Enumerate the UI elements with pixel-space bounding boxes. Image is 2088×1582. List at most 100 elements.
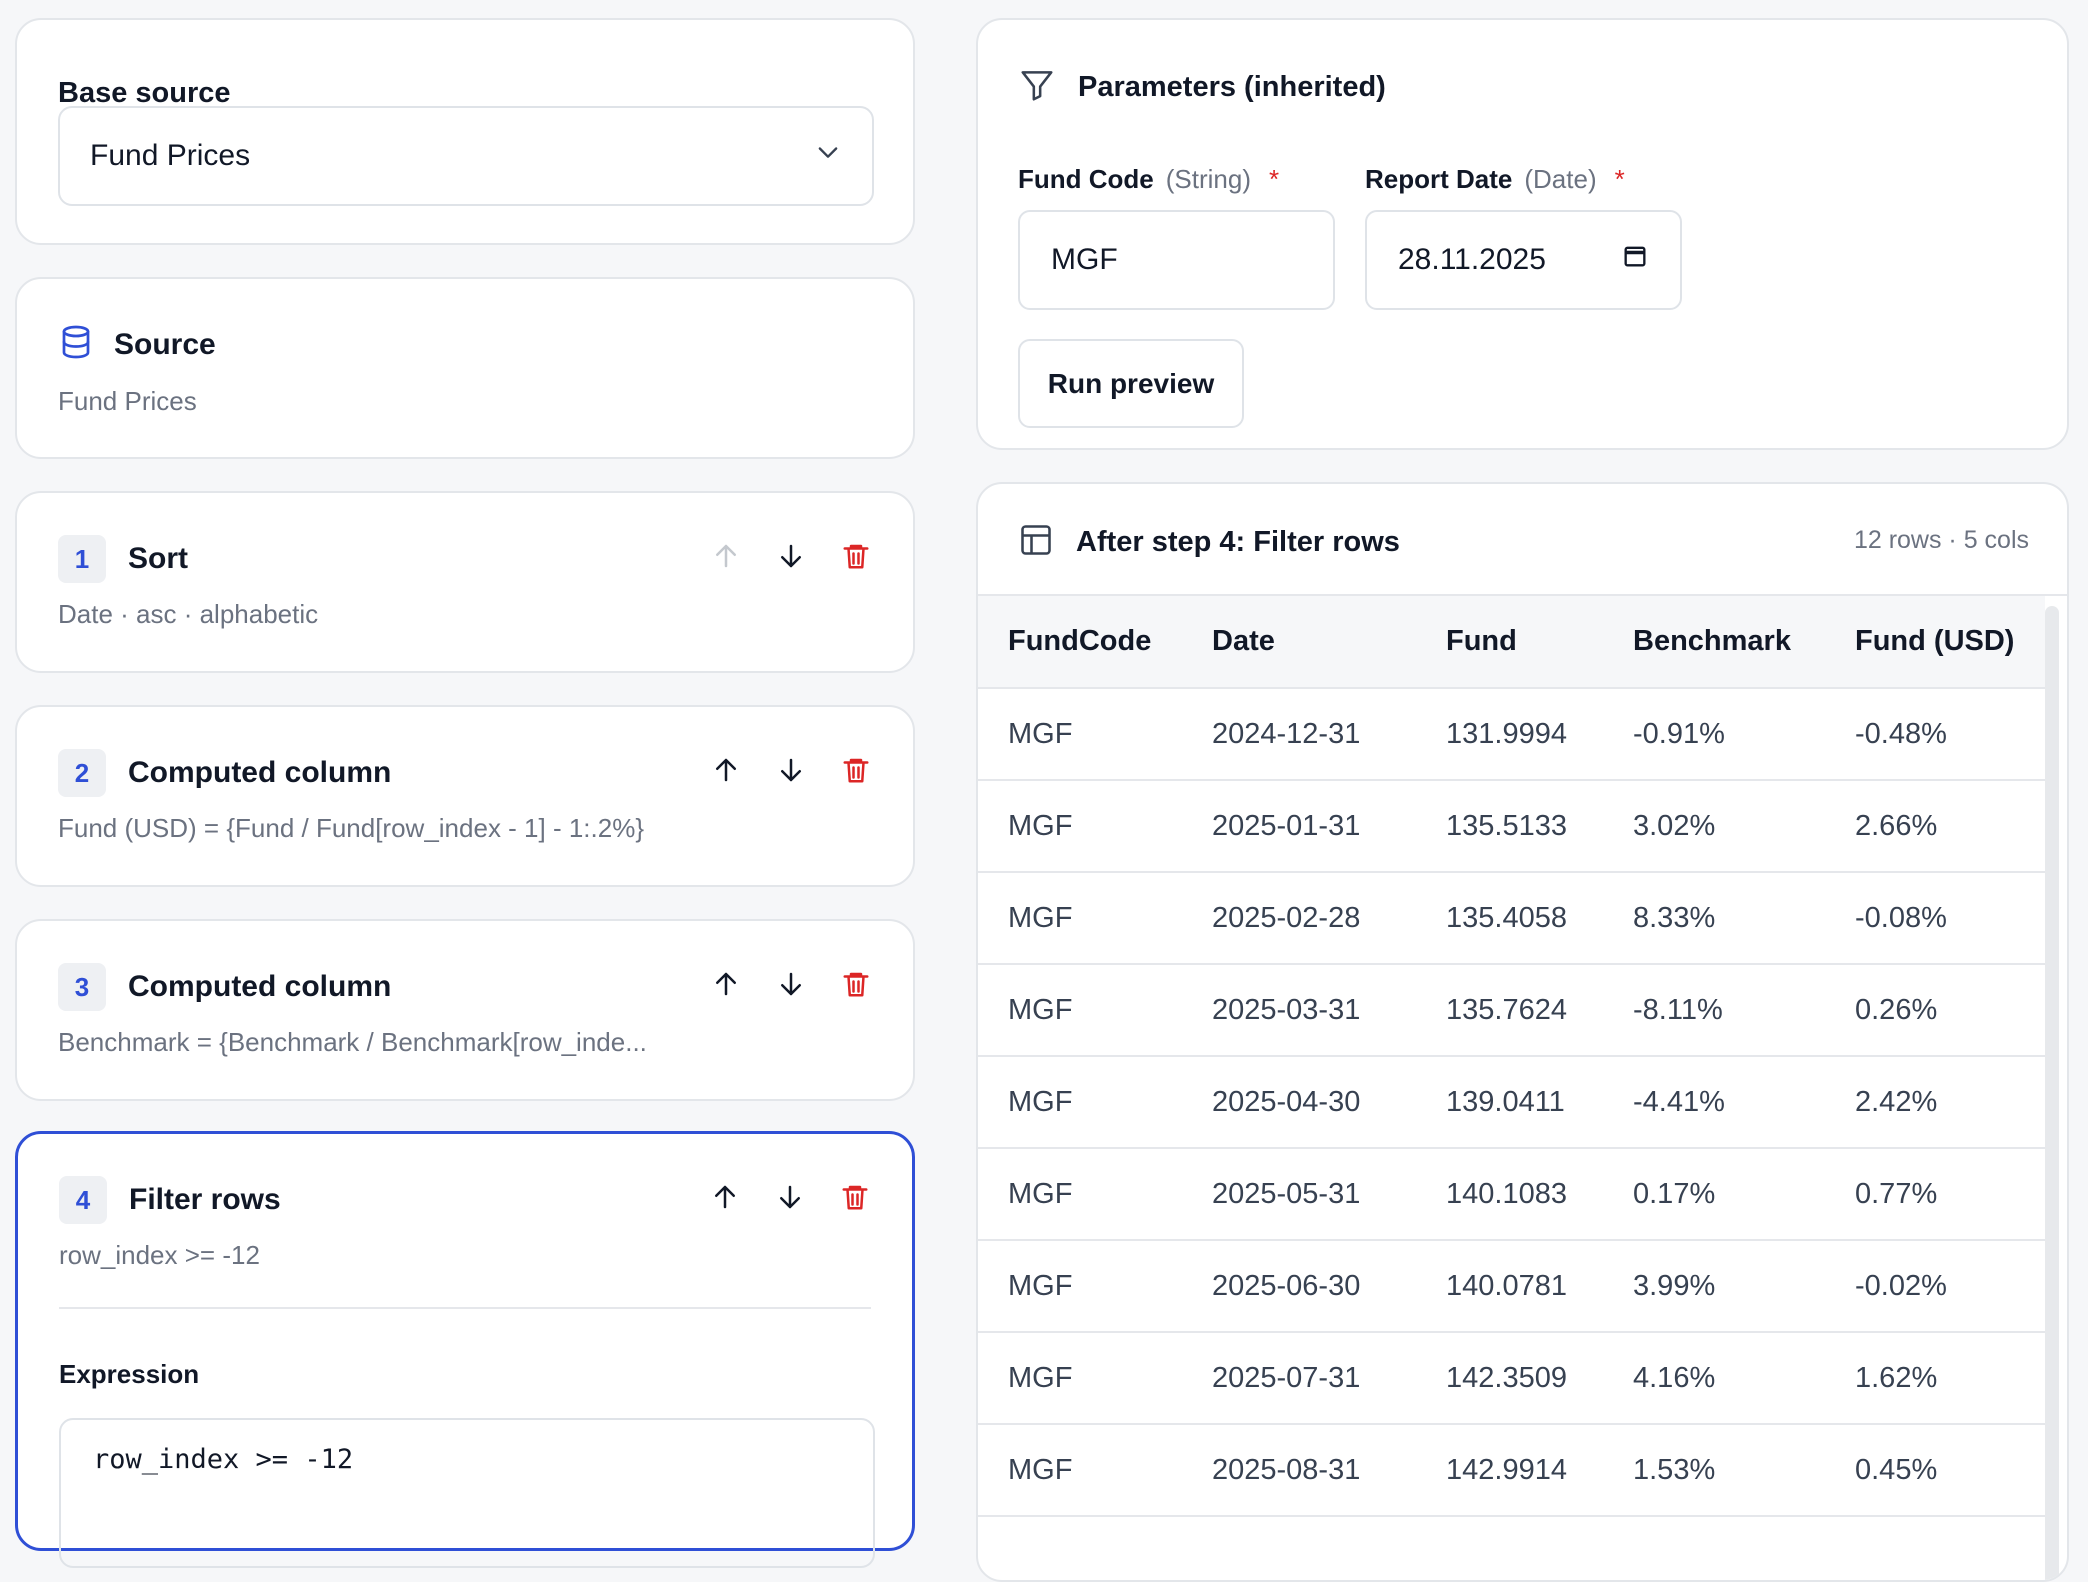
base-source-value: Fund Prices — [90, 139, 251, 172]
trash-icon[interactable] — [838, 1180, 872, 1214]
database-icon — [58, 323, 94, 366]
expression-editor[interactable]: row_index >= -12 — [59, 1418, 875, 1568]
table-cell: 0.17% — [1603, 1148, 1825, 1241]
table-cell: MGF — [978, 688, 1182, 781]
fund-code-input[interactable]: MGF — [1018, 210, 1335, 310]
table-cell: 135.4058 — [1416, 872, 1603, 965]
divider — [59, 1307, 871, 1309]
table-row: MGF 2024-12-31 131.9994 -0.91% -0.48% — [978, 688, 2045, 781]
table-scrollbar[interactable] — [2045, 606, 2059, 1580]
table-cell: 3.02% — [1603, 780, 1825, 873]
table-cell: 0.26% — [1825, 964, 2045, 1057]
move-up-icon[interactable] — [709, 753, 743, 787]
table-cell: -0.48% — [1825, 688, 2045, 781]
table-cell: -0.91% — [1603, 688, 1825, 781]
step-detail: Fund (USD) = {Fund / Fund[row_index - 1]… — [58, 813, 645, 843]
move-up-icon[interactable] — [709, 967, 743, 1001]
table-cell: MGF — [978, 1148, 1182, 1241]
move-up-icon — [709, 539, 743, 573]
table-row: MGF 2025-02-28 135.4058 8.33% -0.08% — [978, 872, 2045, 965]
column-header[interactable]: Date — [1182, 596, 1416, 689]
trash-icon[interactable] — [839, 967, 873, 1001]
table-cell: 131.9994 — [1416, 688, 1603, 781]
filter-icon — [1018, 66, 1056, 109]
table-cell: -0.08% — [1825, 872, 2045, 965]
trash-icon[interactable] — [839, 539, 873, 573]
expression-label: Expression — [59, 1359, 200, 1389]
table-cell: 135.5133 — [1416, 780, 1603, 873]
base-source-card: Base source Fund Prices — [15, 18, 915, 245]
column-header[interactable]: FundCode — [978, 596, 1182, 689]
table-cell: 2025-07-31 — [1182, 1332, 1416, 1425]
table-row: MGF 2025-08-31 142.9914 1.53% 0.45% — [978, 1424, 2045, 1517]
column-header[interactable]: Fund — [1416, 596, 1603, 689]
preview-table: FundCode Date Fund Benchmark Fund (USD) … — [978, 596, 2045, 1517]
table-cell: MGF — [978, 964, 1182, 1057]
table-icon — [1018, 522, 1054, 563]
preview-title: After step 4: Filter rows — [1076, 526, 1400, 558]
table-cell: MGF — [978, 872, 1182, 965]
move-down-icon[interactable] — [774, 539, 808, 573]
table-cell: -0.02% — [1825, 1240, 2045, 1333]
table-cell: MGF — [978, 1240, 1182, 1333]
table-cell: 2025-05-31 — [1182, 1148, 1416, 1241]
move-up-icon[interactable] — [708, 1180, 742, 1214]
table-cell: 2025-06-30 — [1182, 1240, 1416, 1333]
step-card-computed-fund[interactable]: 2 Computed column Fund (USD) = {Fund / F… — [15, 705, 915, 887]
move-down-icon[interactable] — [774, 967, 808, 1001]
table-cell: -8.11% — [1603, 964, 1825, 1057]
column-header[interactable]: Fund (USD) — [1825, 596, 2045, 689]
parameters-title: Parameters (inherited) — [1078, 71, 1386, 103]
table-cell: 2024-12-31 — [1182, 688, 1416, 781]
report-date-input[interactable]: 28.11.2025 — [1365, 210, 1682, 310]
move-down-icon[interactable] — [774, 753, 808, 787]
step-card-computed-benchmark[interactable]: 3 Computed column Benchmark = {Benchmark… — [15, 919, 915, 1101]
table-cell: 1.53% — [1603, 1424, 1825, 1517]
table-cell: 2.66% — [1825, 780, 2045, 873]
table-cell: -4.41% — [1603, 1056, 1825, 1149]
table-cell: 142.9914 — [1416, 1424, 1603, 1517]
table-cell: 2025-08-31 — [1182, 1424, 1416, 1517]
step-title: Filter rows — [129, 1183, 281, 1216]
table-cell: 140.0781 — [1416, 1240, 1603, 1333]
step-detail: row_index >= -12 — [59, 1240, 260, 1270]
table-cell: 4.16% — [1603, 1332, 1825, 1425]
trash-icon[interactable] — [839, 753, 873, 787]
base-source-select[interactable]: Fund Prices — [58, 106, 874, 206]
table-cell: 2025-03-31 — [1182, 964, 1416, 1057]
preview-table-card: After step 4: Filter rows 12 rows · 5 co… — [976, 482, 2069, 1582]
step-number: 3 — [58, 963, 106, 1011]
table-cell: 135.7624 — [1416, 964, 1603, 1057]
preview-meta: 12 rows · 5 cols — [1853, 526, 2029, 554]
step-number: 2 — [58, 749, 106, 797]
table-cell: 142.3509 — [1416, 1332, 1603, 1425]
table-cell: 2.42% — [1825, 1056, 2045, 1149]
fund-code-label: Fund Code (String) * — [1018, 164, 1280, 194]
move-down-icon[interactable] — [773, 1180, 807, 1214]
table-row: MGF 2025-06-30 140.0781 3.99% -0.02% — [978, 1240, 2045, 1333]
base-source-label: Base source — [58, 77, 231, 109]
source-title: Source — [114, 327, 216, 361]
run-preview-button[interactable]: Run preview — [1018, 339, 1244, 428]
step-detail: Benchmark = {Benchmark / Benchmark[row_i… — [58, 1027, 647, 1057]
source-subtitle: Fund Prices — [58, 386, 197, 416]
step-card-sort[interactable]: 1 Sort Date · asc · alphabetic — [15, 491, 915, 673]
table-row: MGF 2025-01-31 135.5133 3.02% 2.66% — [978, 780, 2045, 873]
report-date-label: Report Date (Date) * — [1365, 164, 1625, 194]
table-cell: 8.33% — [1603, 872, 1825, 965]
step-detail: Date · asc · alphabetic — [58, 599, 319, 629]
table-cell: 0.45% — [1825, 1424, 2045, 1517]
table-cell: MGF — [978, 1424, 1182, 1517]
table-cell: MGF — [978, 1332, 1182, 1425]
calendar-icon[interactable] — [1621, 242, 1649, 278]
table-row: MGF 2025-04-30 139.0411 -4.41% 2.42% — [978, 1056, 2045, 1149]
table-cell: 139.0411 — [1416, 1056, 1603, 1149]
table-cell: 2025-04-30 — [1182, 1056, 1416, 1149]
step-number: 1 — [58, 535, 106, 583]
step-card-filter-rows[interactable]: 4 Filter rows row_index >= -12 Expressio… — [15, 1131, 915, 1568]
step-title: Sort — [128, 542, 188, 575]
source-card: Source Fund Prices — [15, 277, 915, 459]
table-row: MGF 2025-03-31 135.7624 -8.11% 0.26% — [978, 964, 2045, 1057]
step-number: 4 — [59, 1176, 107, 1224]
column-header[interactable]: Benchmark — [1603, 596, 1825, 689]
